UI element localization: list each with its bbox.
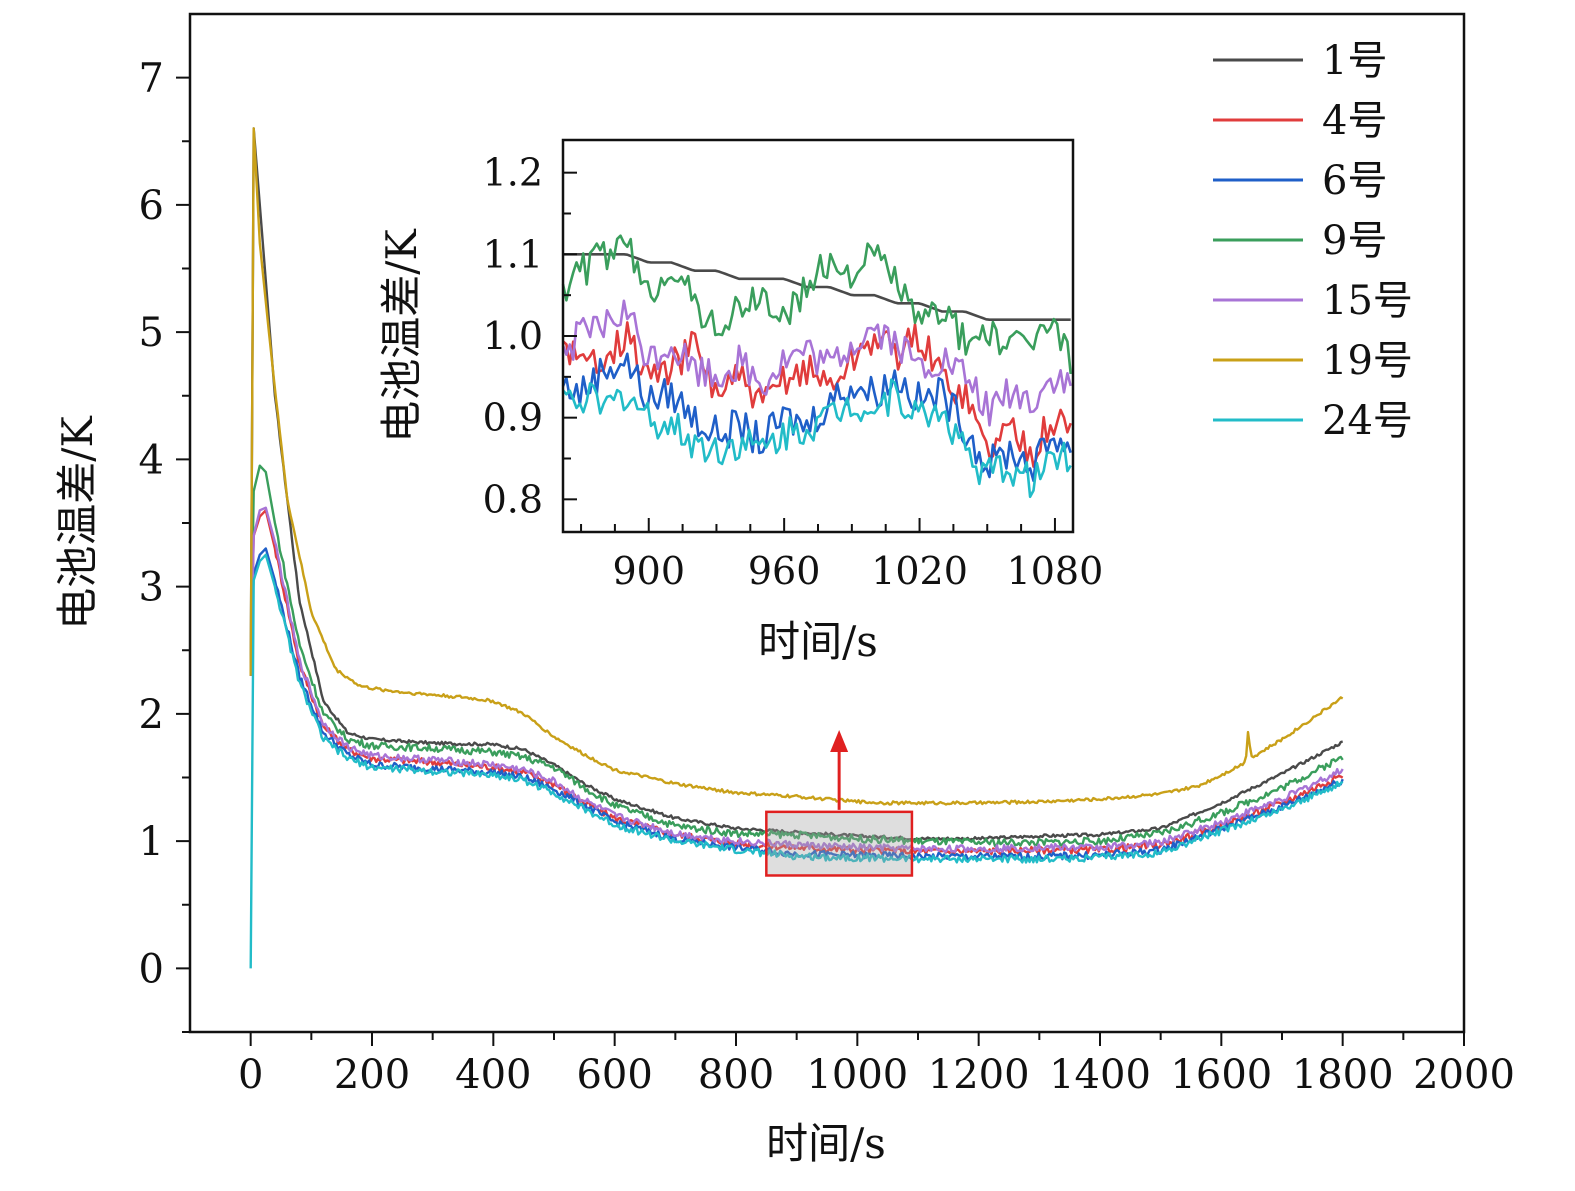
- legend-label-19号: 19号: [1322, 338, 1413, 384]
- main-plot: 0 200 400 600 800 1000 1200 1400 1600 1800 2000 0 1…: [53, 12, 1515, 1168]
- inset-plot: 900 960 1020 1080 0.8 0.9 1.0 1.1 1.2 时间/s 电池温差…: [377, 138, 1104, 666]
- inset-y-axis-title: 电池温差/K: [377, 228, 426, 443]
- main-x-tick-label: 2000: [1413, 1052, 1515, 1098]
- main-x-tick-label: 600: [576, 1052, 652, 1098]
- main-y-tick-label: 7: [139, 56, 164, 102]
- inset-y-tick-label: 0.9: [483, 396, 543, 440]
- main-y-tick-label: 6: [139, 183, 164, 229]
- main-series-line-19号: [249, 127, 1344, 806]
- main-x-axis: 0 200 400 600 800 1000 1200 1400 1600 1800 2000: [238, 1032, 1515, 1098]
- inset-series-line-24号: [562, 378, 1072, 499]
- main-x-tick-label: 0: [238, 1052, 263, 1098]
- main-y-axis-title: 电池温差/K: [53, 415, 102, 630]
- legend-label-6号: 6号: [1322, 158, 1387, 204]
- main-y-tick-label: 4: [139, 437, 164, 483]
- main-x-tick-label: 1600: [1170, 1052, 1272, 1098]
- main-x-tick-label: 1800: [1292, 1052, 1394, 1098]
- inset-x-tick-label: 960: [748, 549, 821, 593]
- main-series-line-15号: [249, 506, 1344, 854]
- main-series-group: [249, 127, 1344, 969]
- inset-y-tick-label: 0.8: [483, 477, 543, 521]
- main-y-tick-label: 3: [139, 565, 164, 611]
- legend-label-15号: 15号: [1322, 278, 1413, 324]
- inset-y-tick-label: 1.2: [483, 151, 543, 195]
- inset-series-line-9号: [561, 234, 1072, 375]
- main-x-tick-label: 1000: [806, 1052, 908, 1098]
- legend: 1号 4号 6号 9号 15号 19号 24号: [1213, 38, 1413, 444]
- zoom-highlight-box: [765, 810, 914, 877]
- main-x-tick-label: 200: [334, 1052, 410, 1098]
- legend-label-4号: 4号: [1322, 98, 1387, 144]
- inset-x-tick-label: 900: [612, 549, 685, 593]
- main-x-tick-label: 1200: [928, 1052, 1030, 1098]
- main-y-axis: 0 1 2 3 4 5 6 7: [139, 56, 190, 1033]
- inset-series-line-15号: [561, 299, 1072, 427]
- inset-y-axis: 0.8 0.9 1.0 1.1 1.2: [483, 151, 577, 521]
- inset-y-tick-label: 1.0: [483, 314, 543, 358]
- inset-series-group: [561, 234, 1072, 499]
- zoom-arrow: [830, 730, 849, 810]
- main-x-tick-label: 800: [698, 1052, 774, 1098]
- main-y-tick-label: 1: [139, 819, 164, 865]
- legend-label-24号: 24号: [1322, 398, 1413, 444]
- main-y-tick-label: 2: [139, 692, 164, 738]
- inset-x-tick-label: 1080: [1007, 549, 1104, 593]
- legend-label-1号: 1号: [1322, 38, 1387, 84]
- main-x-axis-title: 时间/s: [766, 1119, 886, 1168]
- legend-label-9号: 9号: [1322, 218, 1387, 264]
- inset-series-line-1号: [563, 253, 1071, 321]
- zoom-arrow-head: [830, 730, 849, 752]
- inset-background: [563, 140, 1073, 532]
- main-series-line-24号: [249, 553, 1344, 969]
- inset-x-tick-label: 1020: [871, 549, 968, 593]
- main-series-line-9号: [249, 464, 1344, 848]
- inset-x-axis-title: 时间/s: [758, 617, 878, 666]
- inset-x-axis: 900 960 1020 1080: [580, 518, 1104, 593]
- main-y-tick-label: 0: [139, 946, 164, 992]
- inset-y-tick-label: 1.1: [483, 232, 543, 276]
- main-x-tick-label: 400: [455, 1052, 531, 1098]
- main-y-tick-label: 5: [139, 310, 164, 356]
- main-x-tick-label: 1400: [1049, 1052, 1151, 1098]
